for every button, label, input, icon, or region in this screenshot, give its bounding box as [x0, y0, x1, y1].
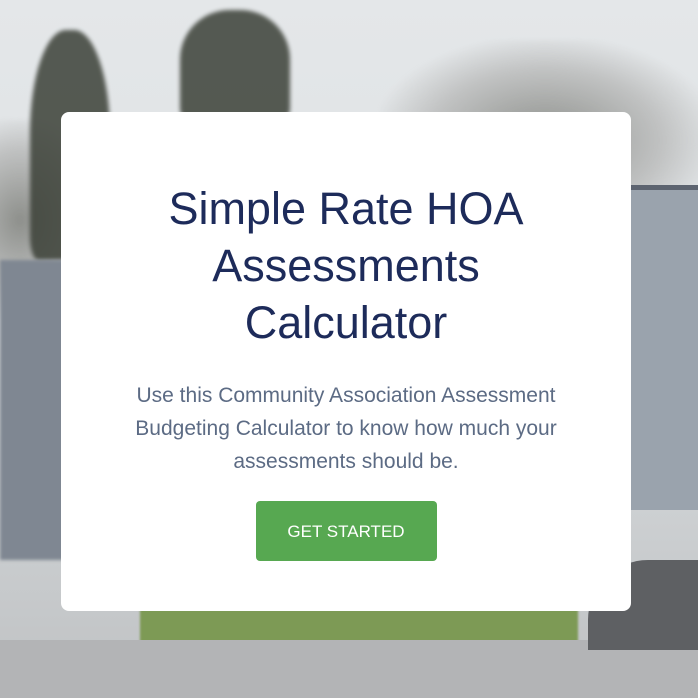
hero-card: Simple Rate HOA Assessments Calculator U… [61, 112, 631, 611]
subtitle: Use this Community Association Assessmen… [135, 384, 557, 473]
get-started-button[interactable]: GET STARTED [255, 501, 437, 561]
title-line: Calculator [244, 297, 448, 348]
title-line: Simple Rate HOA [168, 183, 524, 234]
title-line: Assessments [212, 240, 480, 291]
page-title: Simple Rate HOA Assessments Calculator [61, 180, 631, 351]
